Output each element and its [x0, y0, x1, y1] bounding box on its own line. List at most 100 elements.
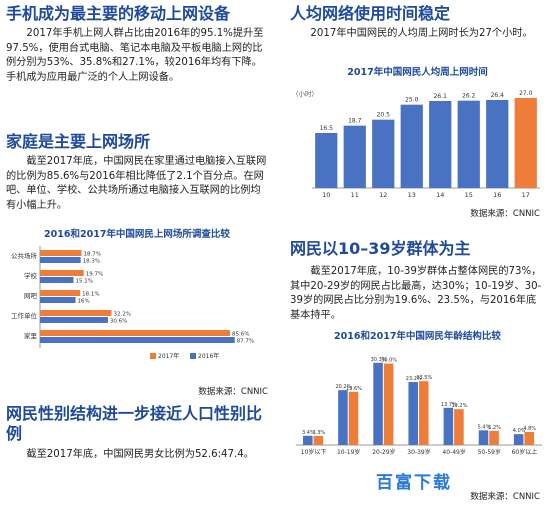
- tick-label: 60岁以上: [512, 448, 538, 456]
- data-label: 4.0%: [513, 428, 526, 434]
- bar: [443, 407, 454, 445]
- bar: [40, 337, 235, 343]
- bar: [373, 362, 383, 445]
- bar: [40, 310, 112, 316]
- chart-age: 3.4%3.3% 10岁以下 20.2%19.6% 10-19岁 30.3%30.0% 2…: [296, 357, 542, 456]
- data-label: 18.3%: [83, 259, 100, 265]
- data-label: 3.3%: [312, 430, 325, 436]
- bar: [40, 277, 74, 283]
- bar: [348, 391, 359, 445]
- heading-time: 人均网络使用时间稳定: [290, 4, 451, 23]
- data-label: 16.5: [320, 125, 334, 132]
- bar: [514, 98, 537, 188]
- data-label: 3.4%: [302, 430, 315, 436]
- bar: [40, 250, 82, 256]
- bar: [478, 430, 489, 445]
- source-label-location: 数据来源：CNNIC: [198, 387, 268, 397]
- data-label: 23.2%: [406, 376, 422, 382]
- tick-label: 16: [493, 191, 501, 199]
- tick-label: 11: [351, 191, 359, 199]
- chart-title-age: 2016和2017年中国网民年龄结构比较: [334, 331, 501, 342]
- data-label: 19.6%: [346, 386, 362, 392]
- legend-swatch: [150, 353, 156, 359]
- tick-label: 10: [322, 191, 330, 199]
- bar: [419, 381, 429, 445]
- chart-title-time: 2017年中国网民人均周上网时间: [347, 67, 488, 78]
- tick-label: 工作单位: [11, 311, 38, 320]
- source-label-age: 数据来源：CNNIC: [470, 492, 540, 502]
- data-label: 27.0: [519, 90, 533, 97]
- bar: [40, 290, 81, 296]
- data-label: 13.7%: [441, 402, 457, 408]
- chart-time: （小时） 16.5 10 18.7 11 20.5 12 25.0 13 26.1 14 26.2 15…: [292, 89, 540, 199]
- data-label: 20.2%: [335, 384, 351, 390]
- bar: [457, 100, 480, 188]
- data-label: 4.8%: [523, 426, 536, 432]
- tick-label: 14: [436, 191, 444, 199]
- data-label: 26.4: [491, 92, 505, 99]
- bar: [408, 382, 418, 445]
- data-label: 18.7: [348, 118, 362, 125]
- watermark-logo: 百富下载: [376, 473, 452, 493]
- bar: [40, 330, 231, 336]
- tick-label: 学校: [24, 271, 38, 280]
- bar: [489, 430, 499, 445]
- data-label: 26.1: [434, 93, 448, 100]
- heading-home-access: 家庭是主要上网场所: [6, 132, 151, 151]
- tick-label: 30-39岁: [407, 448, 430, 456]
- tick-label: 12: [379, 191, 387, 199]
- tick-label: 公共场所: [11, 251, 38, 260]
- tick-label: 15: [465, 191, 473, 199]
- bar: [383, 363, 394, 445]
- data-label: 32.2%: [113, 312, 130, 318]
- paragraph-age: 截至2017年底，10-39岁群体占整体网民的73%，其中20-29岁的网民占比…: [290, 266, 542, 321]
- data-label: 18.1%: [82, 292, 99, 298]
- bar: [40, 317, 108, 323]
- legend-label: 2017年: [158, 352, 179, 360]
- tick-label: 家里: [24, 331, 38, 340]
- bar: [303, 435, 313, 445]
- heading-age: 网民以10–39岁群体为主: [290, 239, 471, 258]
- legend-swatch: [190, 353, 196, 359]
- bar: [513, 434, 524, 445]
- heading-mobile-device: 手机成为最主要的移动上网设备: [6, 4, 231, 23]
- bar: [343, 125, 366, 188]
- bar: [400, 104, 423, 188]
- data-label: 23.5%: [416, 375, 432, 381]
- paragraph-time: 2017年中国网民的人均周上网时长为27个小时。: [310, 28, 533, 39]
- tick-label: 17: [522, 191, 530, 199]
- bar: [372, 119, 395, 188]
- data-label: 19.7%: [86, 272, 103, 278]
- bar: [40, 297, 76, 303]
- data-label: 87.7%: [237, 339, 254, 345]
- data-label: 13.2%: [451, 403, 467, 409]
- bar: [524, 431, 534, 445]
- data-label: 18.7%: [84, 252, 101, 258]
- bar: [313, 436, 324, 445]
- data-label: 5.4%: [478, 424, 491, 430]
- data-label: 30.6%: [110, 319, 127, 325]
- chart-title-location: 2016和2017年中国网民上网场所调查比较: [44, 229, 230, 240]
- bar: [454, 409, 464, 445]
- chart-location: 公共场所 18.7%18.3% 学校 19.7%15.1% 网吧 18.1%16% 工作单位…: [11, 246, 254, 360]
- bar: [315, 133, 338, 188]
- data-label: 16%: [78, 299, 90, 305]
- source-label-time: 数据来源：CNNIC: [470, 209, 540, 219]
- tick-label: 40-49岁: [442, 448, 465, 456]
- paragraph-mobile-device: 2017年手机上网人群占比由2016年的95.1%提升至97.5%，使用台式电脑…: [6, 28, 264, 83]
- tick-label: 10岁以下: [301, 448, 327, 456]
- bar: [486, 100, 509, 188]
- tick-label: 网吧: [24, 292, 38, 300]
- axis-label-y: （小时）: [292, 89, 318, 98]
- bar: [338, 390, 348, 445]
- data-label: 15.1%: [76, 279, 93, 285]
- tick-label: 50-59岁: [478, 448, 501, 456]
- tick-label: 20-29岁: [372, 448, 395, 456]
- bar: [40, 270, 84, 276]
- data-label: 5.2%: [488, 425, 501, 431]
- data-label: 20.5: [377, 112, 391, 119]
- heading-gender: 网民性别结构进一步接近人口性别比例: [6, 404, 263, 443]
- paragraph-gender: 截至2017年底，中国网民男女比例为52.6:47.4。: [26, 449, 254, 460]
- legend-label: 2016年: [198, 352, 219, 360]
- tick-label: 10-19岁: [337, 448, 360, 456]
